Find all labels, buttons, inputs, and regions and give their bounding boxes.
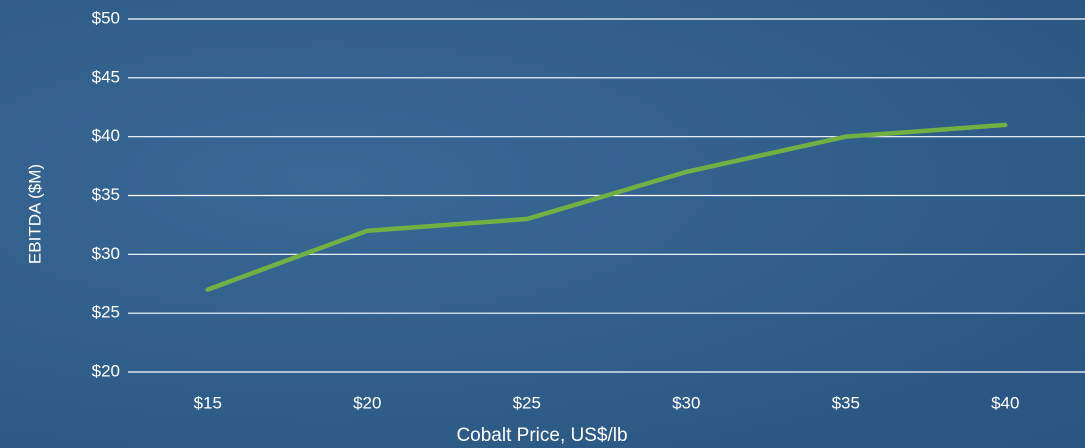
x-tick-label: $20 bbox=[353, 393, 381, 412]
line-series bbox=[208, 125, 1006, 290]
x-tick-label: $35 bbox=[832, 393, 860, 412]
y-tick-label: $40 bbox=[92, 126, 120, 145]
y-tick-label: $35 bbox=[92, 185, 120, 204]
x-tick-label: $30 bbox=[672, 393, 700, 412]
chart: EBITDA ($M) Cobalt Price, US$/lb $20 $25 $… bbox=[0, 0, 1085, 448]
x-axis-title: Cobalt Price, US$/lb bbox=[456, 425, 627, 446]
y-axis-title: EBITDA ($M) bbox=[25, 164, 44, 264]
y-tick-label: $25 bbox=[92, 303, 120, 322]
x-tick-label: $25 bbox=[513, 393, 541, 412]
x-tick-label: $15 bbox=[194, 393, 222, 412]
y-tick-label: $50 bbox=[92, 8, 120, 27]
y-tick-label: $20 bbox=[92, 361, 120, 380]
x-tick-label: $40 bbox=[991, 393, 1019, 412]
y-tick-label: $30 bbox=[92, 244, 120, 263]
y-tick-label: $45 bbox=[92, 67, 120, 86]
